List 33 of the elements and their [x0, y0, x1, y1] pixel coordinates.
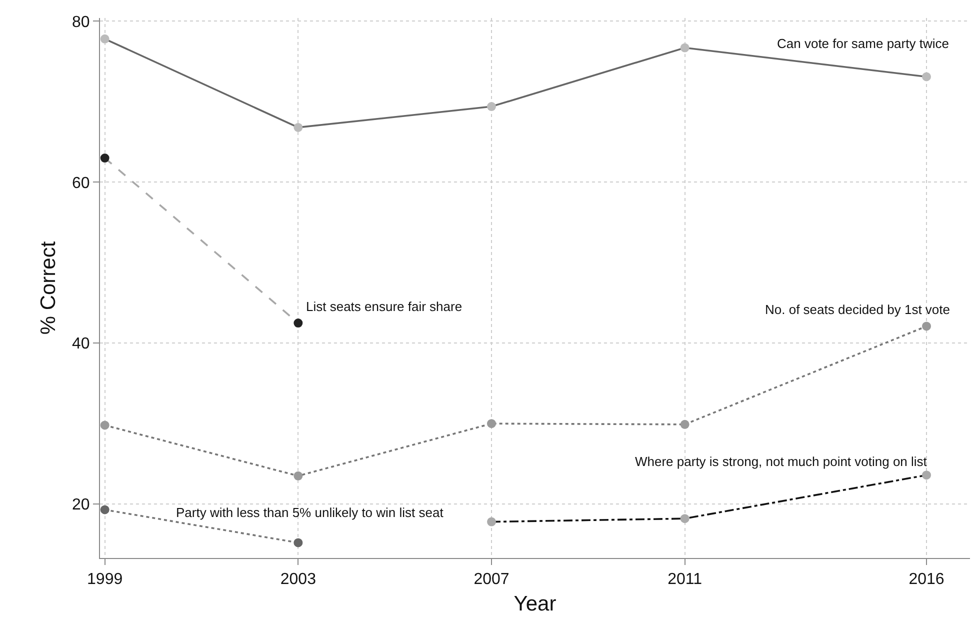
y-tick-label: 60	[72, 174, 90, 192]
series-label: List seats ensure fair share	[306, 299, 462, 314]
y-tick-label: 80	[72, 14, 90, 31]
point	[294, 471, 303, 480]
y-tick-label: 20	[72, 496, 90, 514]
series-label: Can vote for same party twice	[777, 36, 949, 51]
point	[922, 72, 931, 82]
point	[680, 43, 690, 52]
point	[487, 102, 496, 112]
series-label: No. of seats decided by 1st vote	[765, 302, 950, 317]
y-axis-title: % Correct	[37, 241, 60, 335]
series-label: Where party is strong, not much point voting on list	[635, 454, 928, 469]
x-tick-label: 2003	[280, 571, 316, 588]
point	[922, 322, 931, 331]
point	[680, 420, 690, 429]
x-tick-label: 2007	[474, 571, 510, 588]
point	[100, 154, 110, 163]
x-tick-label: 1999	[87, 571, 123, 588]
point	[294, 122, 303, 132]
point	[100, 34, 110, 44]
x-axis-title: Year	[514, 592, 556, 616]
point	[100, 420, 110, 430]
point	[922, 470, 931, 480]
x-tick-label: 2016	[908, 571, 944, 588]
y-tick-label: 40	[72, 336, 90, 353]
point	[487, 517, 496, 526]
point	[294, 538, 303, 548]
x-tick-label: 2011	[668, 571, 702, 588]
point	[487, 419, 496, 428]
point	[294, 318, 303, 328]
series-label: Party with less than 5% unlikely to win list seat	[176, 505, 444, 520]
point	[680, 514, 690, 524]
point	[100, 505, 110, 514]
